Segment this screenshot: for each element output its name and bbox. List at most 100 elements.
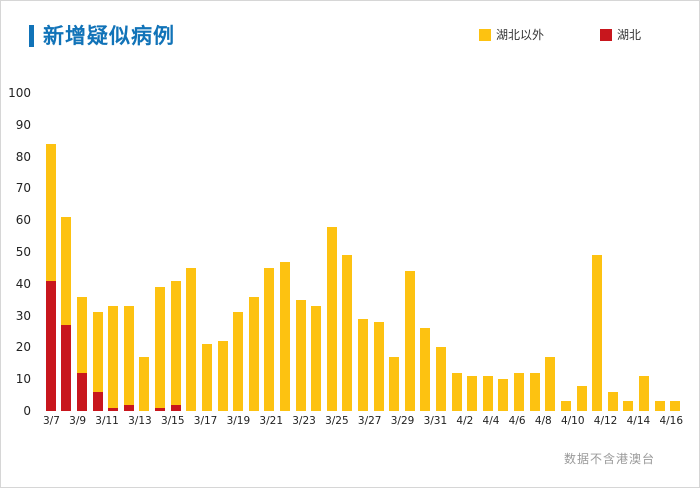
bar [168,93,184,411]
bar [199,93,215,411]
bar-stack [607,93,618,411]
bar-segment-outside-hubei [123,306,134,405]
bar-segment-hubei [77,372,88,411]
bar-segment-outside-hubei [295,299,306,411]
y-axis-tick-label: 100 [8,86,31,100]
bar-stack [638,93,649,411]
bar [480,93,496,411]
x-axis-tick-label: 3/9 [69,415,87,427]
bar [558,93,574,411]
bar [43,93,59,411]
x-axis-tick-label: 4/6 [508,415,526,427]
x-axis-tick-label: 4/14 [626,415,651,427]
x-axis-tick-label: 4/4 [482,415,500,427]
bar-stack [389,93,400,411]
x-axis-tick-label: 3/15 [160,415,185,427]
bar [277,93,293,411]
bar [262,93,278,411]
bar-stack [295,93,306,411]
bar-segment-outside-hubei [342,255,353,411]
bar-stack [61,93,72,411]
x-axis-tick-spacer [526,415,535,428]
x-axis-tick-spacer [283,415,292,428]
bar-segment-outside-hubei [654,401,665,411]
x-axis-tick-spacer [60,415,69,428]
bar-segment-hubei [123,404,134,411]
plot-area [43,93,683,411]
legend-item-outside-hubei: 湖北以外 [478,26,544,43]
bar-stack [482,93,493,411]
bar-segment-outside-hubei [592,255,603,411]
bar-segment-outside-hubei [560,401,571,411]
bar [636,93,652,411]
y-axis-tick-label: 40 [15,276,31,291]
bar [293,93,309,411]
x-axis-tick-spacer [382,415,391,428]
x-axis-tick-spacer [316,415,325,428]
x-axis-tick-label: 3/27 [357,415,382,427]
bar [230,93,246,411]
bar-segment-outside-hubei [186,267,197,411]
bar-stack [311,93,322,411]
bar-segment-outside-hubei [61,217,72,326]
page-title: 新增疑似病例 [43,23,175,48]
bar-segment-outside-hubei [264,267,275,411]
bar-segment-hubei [92,391,103,411]
bar-stack [592,93,603,411]
legend: 湖北以外 湖北 [478,26,641,43]
bar-segment-hubei [61,325,72,411]
x-axis-tick-label: 4/10 [560,415,585,427]
bar-stack [248,93,259,411]
bar-segment-outside-hubei [420,328,431,411]
bar-stack [514,93,525,411]
bar-segment-outside-hubei [326,226,337,411]
x-axis-tick-label: 3/11 [95,415,119,427]
bar [386,93,402,411]
bar [121,93,137,411]
bar-segment-outside-hubei [77,296,88,373]
bar-segment-outside-hubei [201,344,212,411]
bar-segment-outside-hubei [389,356,400,411]
bar-segment-outside-hubei [623,401,634,411]
x-axis: 3/7 3/9 3/11 3/13 3/15 3/17 3/19 3/21 3/23 3/25 3/… [43,415,683,428]
bar-stack [342,93,353,411]
chart-header: 新增疑似病例 [29,25,175,47]
bar-segment-outside-hubei [638,376,649,411]
bar-stack [436,93,447,411]
bar-stack [576,93,587,411]
bar-stack [404,93,415,411]
bar [183,93,199,411]
x-axis-tick-label: 4/12 [593,415,618,427]
title-accent-bar [29,25,34,47]
bar-stack [77,93,88,411]
x-axis-tick-spacer [250,415,259,428]
y-axis-tick-label: 50 [15,245,31,259]
bar-stack [92,93,103,411]
x-axis-tick-spacer [617,415,626,428]
bar [371,93,387,411]
bar [605,93,621,411]
x-axis-tick-label: 3/19 [226,415,251,427]
bar [621,93,637,411]
bar-segment-outside-hubei [279,261,290,411]
bar-segment-outside-hubei [576,385,587,411]
bar [543,93,559,411]
bar-segment-hubei [155,407,166,411]
y-axis-tick-label: 90 [15,117,31,132]
bar-stack [451,93,462,411]
bar-segment-outside-hubei [670,401,681,411]
bar-segment-outside-hubei [108,306,119,408]
bar-stack [139,93,150,411]
x-axis-tick-spacer [152,415,161,428]
y-axis: 0 10 20 30 40 50 60 70 80 90 100 [1,87,37,417]
bar [464,93,480,411]
bar-segment-outside-hubei [436,347,447,411]
bar [215,93,231,411]
bar [574,93,590,411]
bar-segment-outside-hubei [404,271,415,411]
bar [652,93,668,411]
bar-stack [123,93,134,411]
bar-segment-outside-hubei [529,372,540,411]
bar [324,93,340,411]
